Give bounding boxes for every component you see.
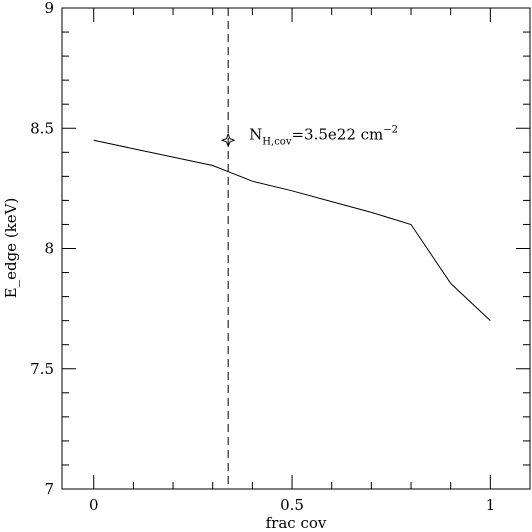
y-tick-label: 8.5 — [30, 119, 54, 137]
star-marker — [220, 132, 236, 148]
x-axis-label: frac cov — [266, 514, 327, 532]
y-axis-label: E_edge (keV) — [2, 198, 20, 299]
annotation-value: =3.5e22 cm — [291, 125, 383, 143]
plot-frame — [61, 7, 531, 490]
tick-labels: 0 0.5 1 7 7.5 8 8.5 9 — [30, 0, 495, 514]
series-line — [93, 139, 491, 321]
annotation-main: N — [249, 125, 262, 143]
y-tick-label: 9 — [44, 0, 54, 17]
x-tick-label: 0 — [89, 496, 99, 514]
ticks — [62, 7, 531, 490]
annotation-subscript: H,cov — [262, 136, 292, 147]
x-tick-label: 0.5 — [280, 496, 304, 514]
y-tick-label: 8 — [44, 240, 54, 258]
y-tick-label: 7.5 — [30, 360, 54, 378]
annotation-label: NH,cov=3.5e22 cm−2 — [249, 124, 398, 147]
x-tick-label: 1 — [486, 496, 496, 514]
y-tick-label: 7 — [44, 480, 54, 498]
annotation-superscript: −2 — [383, 124, 398, 135]
